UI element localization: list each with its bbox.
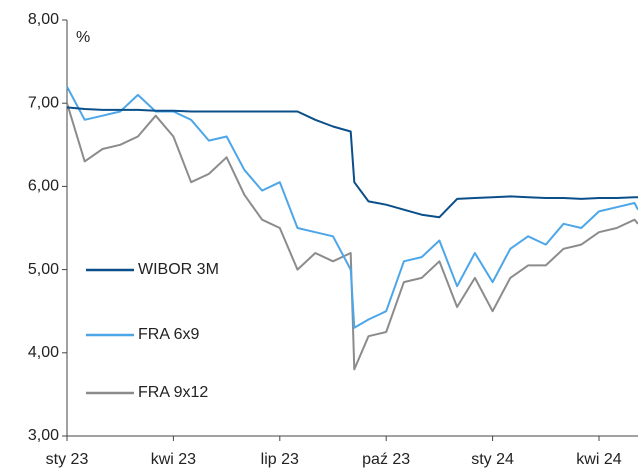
x-tick-label: sty 24 (471, 451, 514, 468)
legend-label: FRA 6x9 (138, 326, 199, 343)
y-tick-label: 7,00 (28, 94, 59, 111)
y-tick-label: 5,00 (28, 261, 59, 278)
y-tick-label: 6,00 (28, 178, 59, 195)
x-tick-label: lip 23 (261, 451, 299, 468)
y-tick-label: 3,00 (28, 427, 59, 444)
series-line (66, 106, 638, 219)
legend-label: WIBOR 3M (138, 261, 219, 278)
y-tick-label: 4,00 (28, 344, 59, 361)
series-line (66, 102, 638, 371)
legend-label: FRA 9x12 (138, 384, 208, 401)
y-tick-label: 8,00 (28, 11, 59, 28)
y-unit: % (76, 29, 90, 46)
x-tick-label: kwi 24 (576, 451, 621, 468)
series-line (66, 86, 638, 329)
x-tick-label: paź 23 (362, 451, 410, 468)
x-tick-label: kwi 23 (151, 451, 196, 468)
x-tick-label: sty 23 (46, 451, 89, 468)
